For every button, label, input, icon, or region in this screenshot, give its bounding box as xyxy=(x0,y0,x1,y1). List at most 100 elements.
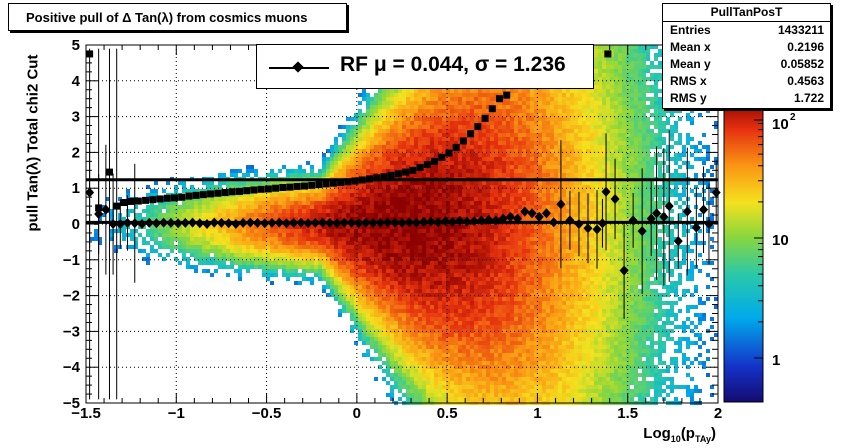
heatmap-cell xyxy=(454,325,458,329)
heatmap-cell xyxy=(402,229,406,233)
heatmap-cell xyxy=(370,117,374,121)
heatmap-cell xyxy=(466,313,470,317)
heatmap-cell xyxy=(478,377,482,381)
heatmap-cell xyxy=(346,273,350,277)
heatmap-cell xyxy=(294,269,298,273)
heatmap-cell xyxy=(418,149,422,153)
heatmap-cell xyxy=(510,249,514,253)
heatmap-cell xyxy=(426,193,430,197)
heatmap-cell xyxy=(182,253,186,257)
heatmap-cell xyxy=(382,317,386,321)
heatmap-cell xyxy=(338,209,342,213)
heatmap-cell xyxy=(454,257,458,261)
heatmap-cell xyxy=(386,89,390,93)
heatmap-cell xyxy=(462,173,466,177)
heatmap-cell xyxy=(482,193,486,197)
heatmap-cell xyxy=(490,245,494,249)
heatmap-cell xyxy=(310,269,314,273)
heatmap-cell xyxy=(398,261,402,265)
heatmap-cell xyxy=(242,245,246,249)
heatmap-cell xyxy=(442,145,446,149)
heatmap-cell xyxy=(486,265,490,269)
heatmap-cell xyxy=(430,173,434,177)
heatmap-cell xyxy=(366,129,370,133)
heatmap-cell xyxy=(206,213,210,217)
heatmap-cell xyxy=(518,249,522,253)
heatmap-cell xyxy=(414,201,418,205)
heatmap-cell xyxy=(458,265,462,269)
heatmap-cell xyxy=(510,137,514,141)
heatmap-cell xyxy=(318,257,322,261)
heatmap-cell xyxy=(446,117,450,121)
heatmap-cell xyxy=(458,229,462,233)
heatmap-cell xyxy=(238,261,242,265)
heatmap-cell xyxy=(358,285,362,289)
heatmap-cell xyxy=(478,137,482,141)
heatmap-cell xyxy=(506,325,510,329)
heatmap-cell xyxy=(262,193,266,197)
heatmap-cell xyxy=(330,293,334,297)
heatmap-cell xyxy=(506,237,510,241)
heatmap-cell xyxy=(370,105,374,109)
heatmap-cell xyxy=(422,381,426,385)
heatmap-cell xyxy=(510,205,514,209)
heatmap-cell xyxy=(398,297,402,301)
heatmap-cell xyxy=(470,101,474,105)
heatmap-cell xyxy=(514,209,518,213)
heatmap-cell xyxy=(250,237,254,241)
heatmap-cell xyxy=(490,389,494,393)
heatmap-cell xyxy=(466,153,470,157)
heatmap-cell xyxy=(214,229,218,233)
heatmap-cell xyxy=(350,241,354,245)
heatmap-cell xyxy=(442,225,446,229)
heatmap-cell xyxy=(386,209,390,213)
heatmap-cell xyxy=(478,129,482,133)
heatmap-cell xyxy=(234,253,238,257)
heatmap-cell xyxy=(410,201,414,205)
heatmap-cell xyxy=(442,317,446,321)
heatmap-cell xyxy=(246,205,250,209)
heatmap-cell xyxy=(494,209,498,213)
heatmap-cell xyxy=(342,301,346,305)
heatmap-cell xyxy=(462,197,466,201)
heatmap-cell xyxy=(506,361,510,365)
heatmap-cell xyxy=(490,277,494,281)
heatmap-cell xyxy=(442,329,446,333)
heatmap-cell xyxy=(510,209,514,213)
heatmap-cell xyxy=(510,229,514,233)
heatmap-cell xyxy=(518,105,522,109)
heatmap-cell xyxy=(326,149,330,153)
heatmap-cell xyxy=(414,189,418,193)
heatmap-cell xyxy=(142,225,146,229)
heatmap-cell xyxy=(486,281,490,285)
heatmap-cell xyxy=(162,241,166,245)
heatmap-cell xyxy=(130,229,134,233)
heatmap-cell xyxy=(522,153,526,157)
heatmap-cell xyxy=(218,229,222,233)
heatmap-cell xyxy=(518,169,522,173)
heatmap-cell xyxy=(458,301,462,305)
heatmap-cell xyxy=(286,169,290,173)
heatmap-cell xyxy=(510,293,514,297)
heatmap-cell xyxy=(374,237,378,241)
heatmap-cell xyxy=(502,313,506,317)
heatmap-cell xyxy=(390,113,394,117)
heatmap-cell xyxy=(510,113,514,117)
heatmap-cell xyxy=(482,373,486,377)
heatmap-cell xyxy=(482,129,486,133)
heatmap-cell xyxy=(298,245,302,249)
heatmap-cell xyxy=(454,233,458,237)
heatmap-cell xyxy=(370,121,374,125)
heatmap-cell xyxy=(434,393,438,397)
heatmap-cell xyxy=(482,97,486,101)
heatmap-cell xyxy=(450,273,454,277)
heatmap-cell xyxy=(410,149,414,153)
heatmap-cell xyxy=(318,201,322,205)
heatmap-cell xyxy=(430,381,434,385)
heatmap-cell xyxy=(478,185,482,189)
heatmap-cell xyxy=(402,137,406,141)
heatmap-cell xyxy=(194,217,198,221)
heatmap-cell xyxy=(394,353,398,357)
heatmap-cell xyxy=(466,161,470,165)
heatmap-cell xyxy=(366,225,370,229)
